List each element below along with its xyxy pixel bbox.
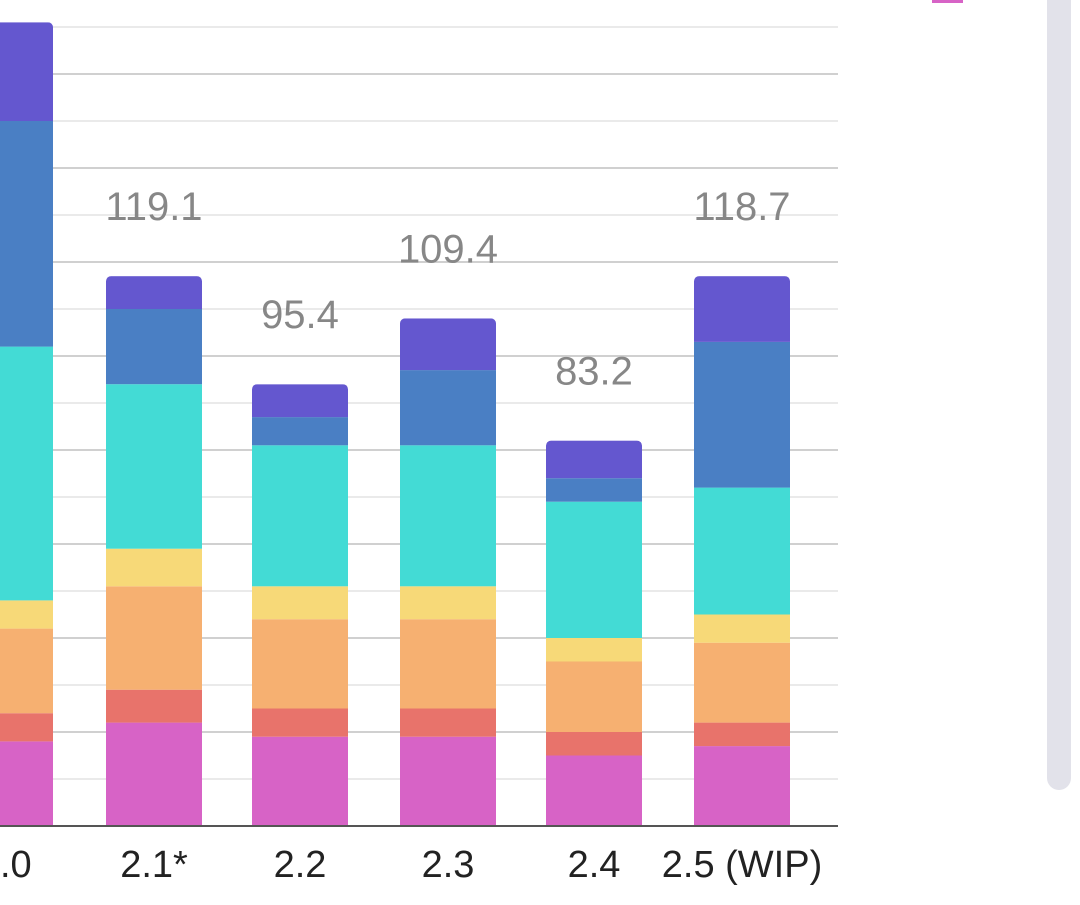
bar-segment [252,417,348,446]
bars [0,22,790,826]
bar-segment [106,689,202,723]
bar-segment [252,619,348,709]
data-label-total: 95.4 [261,293,339,337]
data-label-total: 109.4 [398,227,498,271]
bar-segment [694,341,790,488]
bar-segment [252,736,348,826]
bar-segment [546,661,642,732]
bar-segment [546,755,642,826]
bar-segment [0,22,53,121]
bar-segment [400,619,496,709]
legend-swatch [932,0,963,3]
bar-segment [106,548,202,587]
bar-stack-2 [252,384,348,826]
labels: .0 119.1 2.1* 95.4 2.2 109.4 2.3 83.2 2.4 118.7 2.… [0,185,822,886]
bar-stack-1 [106,276,202,826]
bar-segment [694,642,790,723]
bar-segment [694,276,790,342]
bar-segment [694,722,790,747]
bar-segment [400,370,496,446]
x-tick-label: 2.1* [120,844,188,886]
bar-segment [106,722,202,826]
x-tick-label: 2.4 [568,844,621,886]
bar-segment [0,121,53,347]
bar-segment [106,309,202,385]
data-label-total: 83.2 [555,350,633,394]
scrollbar-track[interactable] [1047,0,1071,790]
bar-segment [546,501,642,638]
bar-segment [400,736,496,826]
bar-stack-5 [694,276,790,826]
bar-segment [0,600,53,629]
bar-segment [694,614,790,643]
bar-segment [400,445,496,587]
bar-stack-4 [546,440,642,826]
bar-segment [694,746,790,826]
data-label-total: 119.1 [105,185,202,229]
bar-segment [546,638,642,662]
bar-segment [400,586,496,620]
bar-segment [106,384,202,549]
bar-segment [106,276,202,309]
bar-segment [252,586,348,620]
bar-segment [546,478,642,502]
x-tick-label: 2.5 (WIP) [662,844,822,886]
x-tick-label: 2.3 [422,844,475,886]
bar-segment [400,708,496,737]
bar-stack-3 [400,318,496,826]
data-label-total: 118.7 [693,185,790,229]
bar-segment [400,318,496,371]
bar-segment [0,628,53,714]
bar-segment [252,384,348,418]
bar-segment [0,346,53,601]
bar-segment [0,713,53,742]
bar-segment [106,586,202,690]
bar-segment [694,487,790,615]
x-tick-label: .0 [0,844,32,886]
x-tick-label: 2.2 [274,844,327,886]
bar-stack-0 [0,22,53,826]
bar-segment [252,708,348,737]
bar-segment [546,732,642,756]
bar-segment [546,440,642,479]
bar-segment [252,445,348,587]
bar-segment [0,741,53,826]
